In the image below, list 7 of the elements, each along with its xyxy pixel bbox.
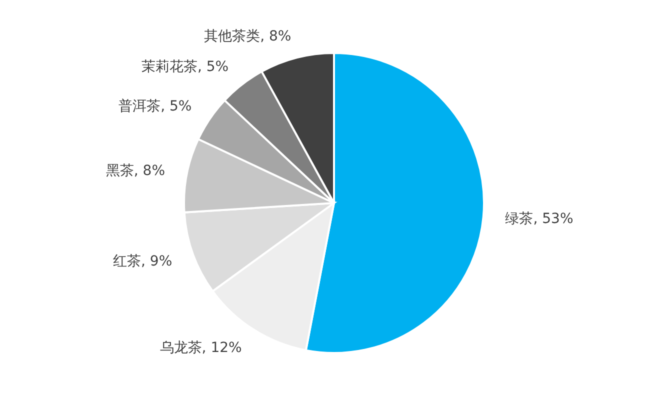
slice-label: 其他茶类, 8% [204, 28, 292, 44]
slice-label: 绿茶, 53% [505, 211, 574, 228]
slice-label: 乌龙茶, 12% [160, 340, 242, 356]
slice-label: 茉莉花茶, 5% [141, 59, 229, 76]
slice-label: 普洱茶, 5% [118, 97, 192, 114]
slice-label: 黑茶, 8% [106, 162, 166, 179]
slice-label: 红茶, 9% [113, 253, 172, 270]
